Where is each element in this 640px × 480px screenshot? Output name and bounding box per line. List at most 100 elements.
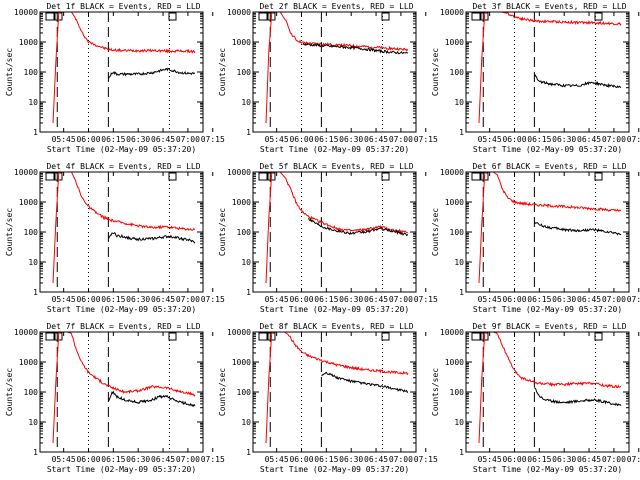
x-tick-label: 05:45	[52, 295, 76, 304]
y-tick-label: 100	[450, 388, 465, 397]
x-tick-label: 05:45	[265, 455, 289, 464]
chart-panel: Det 3f BLACK = Events, RED = LLD Counts/s…	[431, 2, 640, 154]
x-tick-label: 06:15	[101, 135, 125, 144]
y-tick-label: 1000	[19, 38, 38, 47]
x-tick-label: 06:15	[527, 135, 551, 144]
y-tick-label: 1000	[232, 38, 251, 47]
x-axis-label: Start Time (02-May-09 05:37:20)	[47, 465, 196, 474]
y-tick-label: 100	[24, 388, 39, 397]
plot-frame	[252, 11, 417, 133]
x-tick-label: 06:30	[126, 295, 150, 304]
y-tick-label: 1000	[232, 198, 251, 207]
y-tick-label: 1	[246, 128, 251, 137]
marker-box	[381, 332, 390, 341]
y-tick-label: 10	[241, 258, 251, 267]
y-tick-label: 1	[459, 288, 464, 297]
marker-box	[168, 332, 177, 341]
y-tick-label: 10000	[227, 168, 251, 177]
marker-box	[168, 172, 177, 181]
y-tick-label: 10	[28, 98, 38, 107]
marker-box	[594, 12, 603, 21]
marker-box	[45, 172, 55, 181]
x-tick-label: 06:45	[151, 455, 175, 464]
plot-frame	[465, 11, 630, 133]
marker-box	[471, 332, 481, 341]
events-series-line	[533, 221, 622, 236]
x-tick-label: 06:45	[364, 295, 388, 304]
x-tick-label: 06:30	[339, 135, 363, 144]
y-tick-label: 1000	[19, 198, 38, 207]
y-tick-label: 1000	[232, 358, 251, 367]
x-tick-label: 06:45	[364, 135, 388, 144]
y-tick-label: 10	[241, 418, 251, 427]
x-tick-label: 06:00	[76, 135, 100, 144]
marker-box	[594, 172, 603, 181]
x-tick-label: 06:45	[151, 135, 175, 144]
x-tick-label: 05:45	[478, 455, 502, 464]
x-tick-label: 07:15	[414, 455, 438, 464]
events-series-line	[302, 42, 409, 55]
y-tick-label: 1	[459, 128, 464, 137]
events-series-line	[308, 217, 409, 237]
chart-title: Det 1f BLACK = Events, RED = LLD	[46, 2, 200, 11]
plot-frame	[39, 331, 204, 453]
y-axis-label: Counts/sec	[218, 368, 227, 416]
x-tick-label: 06:00	[289, 455, 313, 464]
x-tick-label: 05:45	[265, 135, 289, 144]
chart-panel: Det 7f BLACK = Events, RED = LLD Counts/s…	[5, 322, 225, 474]
x-tick-label: 07:00	[602, 295, 626, 304]
x-axis-label: Start Time (02-May-09 05:37:20)	[260, 305, 409, 314]
y-tick-label: 10000	[440, 328, 464, 337]
x-tick-label: 05:45	[52, 455, 76, 464]
lld-series-line	[265, 11, 409, 124]
x-tick-label: 07:15	[414, 135, 438, 144]
x-tick-label: 06:15	[314, 295, 338, 304]
x-tick-label: 06:30	[339, 295, 363, 304]
x-tick-label: 07:15	[627, 295, 640, 304]
x-tick-label: 07:15	[627, 455, 640, 464]
x-axis-label: Start Time (02-May-09 05:37:20)	[47, 145, 196, 154]
plot-frame	[252, 331, 417, 453]
marker-box	[471, 172, 481, 181]
y-tick-label: 10000	[227, 328, 251, 337]
lld-series-line	[52, 11, 196, 124]
lld-series-line	[478, 331, 621, 444]
y-tick-label: 10000	[14, 168, 38, 177]
x-tick-label: 06:30	[552, 455, 576, 464]
x-tick-label: 06:45	[151, 295, 175, 304]
x-tick-label: 06:30	[339, 455, 363, 464]
events-series-line	[108, 390, 196, 408]
events-series-line	[533, 74, 622, 89]
chart-panel: Det 1f BLACK = Events, RED = LLD Counts/s…	[5, 2, 225, 154]
y-axis-label: Counts/sec	[431, 48, 440, 96]
x-tick-label: 07:15	[627, 135, 640, 144]
x-tick-label: 06:15	[527, 295, 551, 304]
marker-box	[168, 12, 177, 21]
x-tick-label: 07:00	[176, 455, 200, 464]
y-tick-label: 100	[237, 228, 252, 237]
marker-box	[381, 12, 390, 21]
x-axis-label: Start Time (02-May-09 05:37:20)	[260, 145, 409, 154]
events-series-line	[533, 387, 622, 407]
y-tick-label: 10000	[14, 8, 38, 17]
y-tick-label: 10	[28, 258, 38, 267]
chart-title: Det 4f BLACK = Events, RED = LLD	[46, 162, 200, 171]
y-tick-label: 100	[24, 68, 39, 77]
plot-frame	[252, 171, 417, 293]
marker-box	[381, 172, 390, 181]
plot-frame	[39, 11, 204, 133]
chart-title: Det 6f BLACK = Events, RED = LLD	[472, 162, 626, 171]
marker-box	[258, 172, 268, 181]
x-tick-label: 06:15	[527, 455, 551, 464]
y-axis-label: Counts/sec	[431, 208, 440, 256]
chart-panel: Det 4f BLACK = Events, RED = LLD Counts/s…	[5, 162, 225, 314]
y-tick-label: 10	[28, 418, 38, 427]
chart-title: Det 8f BLACK = Events, RED = LLD	[259, 322, 413, 331]
x-tick-label: 06:15	[314, 135, 338, 144]
plot-frame	[39, 171, 204, 293]
y-axis-label: Counts/sec	[5, 208, 14, 256]
chart-panel: Det 8f BLACK = Events, RED = LLD Counts/s…	[218, 322, 438, 474]
y-tick-label: 10000	[227, 8, 251, 17]
y-tick-label: 100	[237, 388, 252, 397]
